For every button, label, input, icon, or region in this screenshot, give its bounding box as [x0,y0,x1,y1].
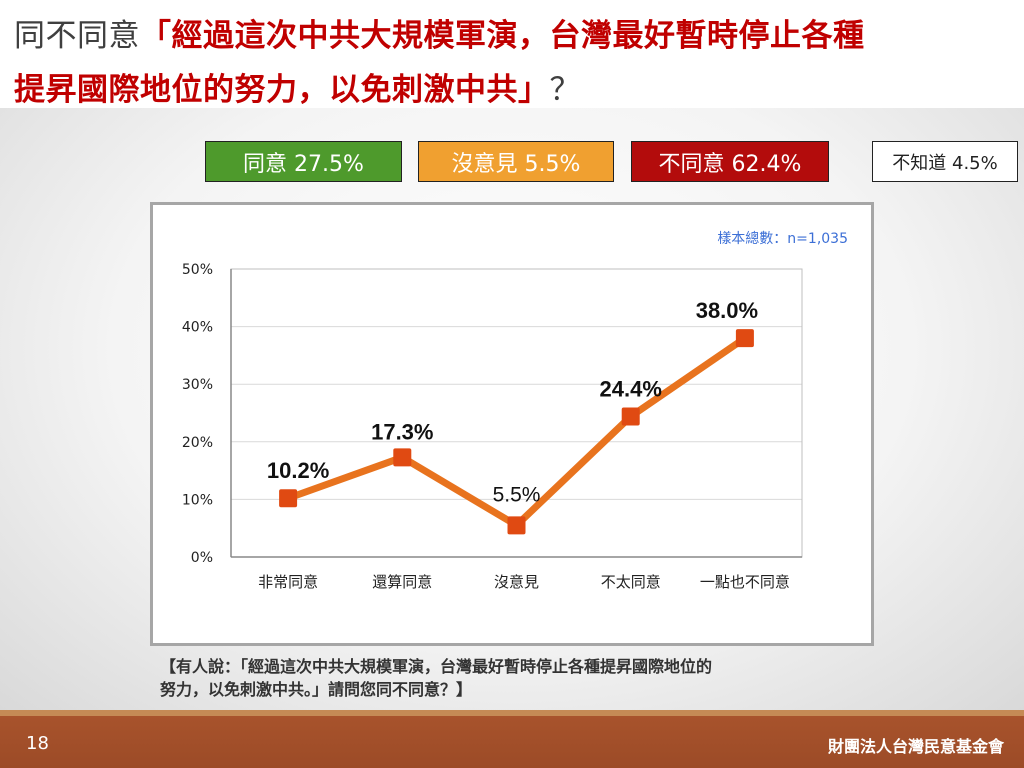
data-point [393,448,412,467]
page-number: 18 [26,733,49,754]
data-point [507,516,526,535]
sample-size-label: 樣本總數：n=1,035 [717,230,848,247]
chart-frame: 樣本總數：n=1,035 0% 10% 20% 30% 40% 50% 非常同意 還算同意 沒意見… [150,202,874,646]
title-suffix: ？ [549,72,581,108]
y-tick-label: 50% [182,262,213,278]
y-tick-label: 10% [182,492,213,508]
data-label: 5.5% [493,483,541,506]
footer: 18 財團法人台灣民意基金會 [0,710,1024,768]
title-prefix: 同不同意 [14,18,140,54]
y-tick-label: 20% [182,435,213,451]
note-line-1: 【有人說：「經過這次中共大規模軍演，台灣最好暫時停止各種提昇國際地位的 [160,657,713,676]
legend-dont-know: 不知道 4.5% [872,141,1018,182]
y-tick-label: 40% [182,320,213,336]
title-line-2: 提昇國際地位的努力，以免刺激中共」？ [14,64,581,109]
legend-no-opinion: 沒意見 5.5% [418,141,614,182]
x-tick-label: 不太同意 [601,573,661,591]
x-tick-label: 非常同意 [258,573,318,591]
x-tick-label: 還算同意 [372,573,432,591]
organization-name: 財團法人台灣民意基金會 [827,737,1004,756]
data-point [279,489,298,508]
x-tick-label: 一點也不同意 [700,573,790,591]
data-label: 17.3% [371,419,433,444]
title-quote-line-1: 「經過這次中共大規模軍演，台灣最好暫時停止各種 [140,18,865,54]
legend-disagree: 不同意 62.4% [631,141,829,182]
data-point [621,407,640,426]
title-quote-line-2: 提昇國際地位的努力，以免刺激中共」 [14,72,550,108]
data-label: 38.0% [696,298,758,323]
data-point [735,329,754,348]
y-tick-label: 0% [191,550,213,566]
note-line-2: 努力，以免刺激中共。」請問您同不同意？】 [160,680,473,699]
data-label: 24.4% [600,376,662,401]
title-bar: 同不同意「經過這次中共大規模軍演，台灣最好暫時停止各種 提昇國際地位的努力，以免… [0,0,1024,108]
question-note: 【有人說：「經過這次中共大規模軍演，台灣最好暫時停止各種提昇國際地位的 努力，以… [160,655,880,701]
y-tick-label: 30% [182,377,213,393]
legend-agree: 同意 27.5% [205,141,402,182]
title-line-1: 同不同意「經過這次中共大規模軍演，台灣最好暫時停止各種 [14,10,865,55]
data-label: 10.2% [267,458,329,483]
line-chart: 樣本總數：n=1,035 0% 10% 20% 30% 40% 50% 非常同意 還算同意 沒意見… [182,230,848,591]
x-tick-label: 沒意見 [494,573,539,591]
